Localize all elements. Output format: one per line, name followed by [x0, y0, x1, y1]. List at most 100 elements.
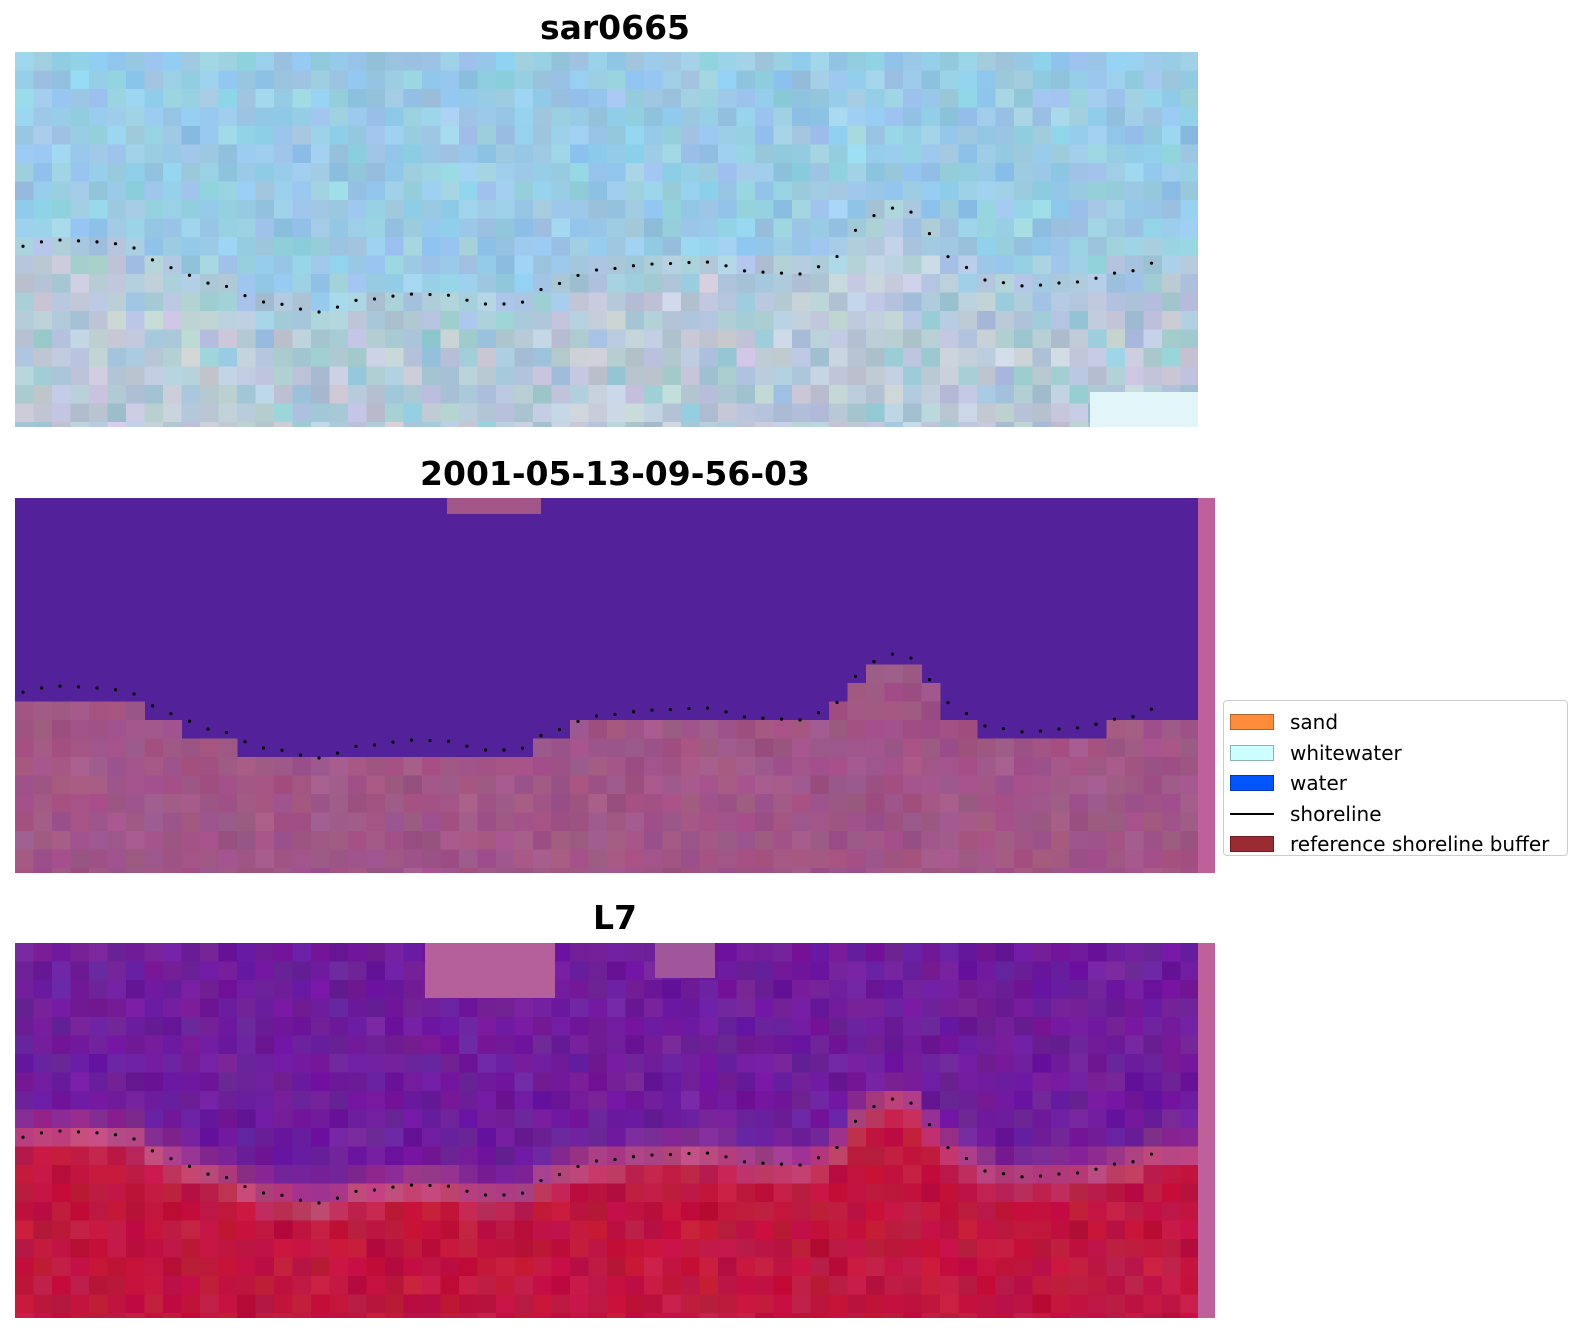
image-pixel — [625, 237, 645, 256]
image-pixel — [440, 1072, 460, 1092]
image-pixel — [237, 89, 256, 108]
land-pixel — [1088, 849, 1107, 869]
image-pixel — [903, 366, 922, 386]
image-pixel — [514, 998, 534, 1018]
land-pixel — [1088, 738, 1107, 758]
image-pixel — [1162, 980, 1181, 999]
image-pixel — [1014, 200, 1033, 219]
image-pixel — [163, 1276, 182, 1295]
image-pixel — [218, 943, 238, 962]
shoreline-point — [909, 210, 913, 214]
image-pixel — [866, 70, 885, 90]
image-pixel — [329, 348, 349, 367]
shoreline-point — [21, 1135, 25, 1139]
image-pixel — [200, 311, 219, 330]
image-pixel — [126, 1202, 145, 1221]
image-pixel — [440, 1294, 460, 1314]
image-pixel — [1032, 218, 1052, 238]
image-pixel — [607, 181, 626, 201]
image-pixel — [33, 943, 53, 962]
image-pixel — [921, 1202, 941, 1221]
land-pixel — [1051, 812, 1070, 832]
image-pixel — [1051, 943, 1070, 962]
image-pixel — [385, 348, 404, 367]
image-pixel — [570, 1239, 589, 1258]
image-pixel — [70, 1072, 90, 1092]
image-pixel — [1088, 1035, 1107, 1055]
image-pixel — [292, 181, 312, 201]
shoreline-point — [298, 1198, 303, 1202]
image-pixel — [625, 181, 645, 201]
image-pixel — [773, 1294, 793, 1314]
image-pixel — [607, 1054, 626, 1073]
image-pixel — [699, 348, 719, 367]
image-pixel — [810, 218, 830, 238]
land-pixel — [773, 849, 793, 869]
image-pixel — [829, 329, 848, 349]
image-pixel — [1143, 1146, 1163, 1166]
image-pixel — [1088, 998, 1107, 1018]
image-pixel — [977, 961, 996, 981]
image-pixel — [459, 200, 478, 219]
image-pixel — [218, 1165, 238, 1184]
image-pixel — [1014, 107, 1033, 127]
image-pixel — [52, 52, 71, 71]
image-pixel — [681, 163, 700, 182]
image-pixel — [1051, 1239, 1070, 1258]
image-pixel — [847, 163, 867, 182]
image-pixel — [274, 961, 293, 981]
image-pixel — [459, 1091, 478, 1110]
image-pixel — [773, 1109, 793, 1129]
image-pixel — [718, 255, 737, 275]
image-pixel — [70, 107, 90, 127]
image-pixel — [126, 422, 145, 427]
image-pixel — [625, 1109, 645, 1129]
image-pixel — [792, 998, 811, 1018]
image-pixel — [107, 403, 127, 423]
image-pixel — [514, 1165, 534, 1184]
image-pixel — [792, 292, 811, 312]
image-pixel — [718, 163, 737, 182]
land-pixel — [681, 720, 700, 739]
image-pixel — [866, 292, 885, 312]
shoreline-point — [465, 298, 469, 302]
shoreline-point — [354, 744, 358, 748]
image-pixel — [311, 1183, 330, 1203]
image-pixel — [329, 1091, 349, 1110]
image-pixel — [644, 1239, 663, 1258]
image-pixel — [329, 1146, 349, 1166]
land-pixel — [422, 757, 441, 776]
image-pixel — [1014, 1276, 1033, 1295]
image-pixel — [533, 274, 552, 293]
image-pixel — [459, 1220, 478, 1240]
image-pixel — [107, 274, 127, 293]
image-pixel — [144, 1128, 164, 1147]
image-pixel — [884, 385, 904, 404]
image-pixel — [588, 348, 608, 367]
image-pixel — [995, 1109, 1015, 1129]
land-pixel — [1069, 757, 1089, 776]
shoreline-point — [872, 214, 876, 218]
land-pixel — [662, 868, 682, 873]
land-pixel — [1125, 849, 1144, 869]
image-pixel — [773, 1257, 793, 1277]
image-pixel — [403, 1276, 423, 1295]
image-pixel — [921, 1239, 941, 1258]
image-pixel — [496, 144, 515, 164]
land-pixel — [718, 849, 737, 869]
shoreline-point — [1131, 269, 1135, 273]
image-pixel — [163, 1035, 182, 1055]
legend-label: sand — [1290, 710, 1339, 735]
image-pixel — [866, 144, 885, 164]
image-pixel — [15, 163, 34, 182]
image-pixel — [958, 961, 978, 981]
shoreline-point — [890, 652, 895, 656]
image-pixel — [348, 348, 367, 367]
image-pixel — [70, 1239, 90, 1258]
image-pixel — [1125, 200, 1144, 219]
image-pixel — [551, 52, 571, 71]
image-pixel — [681, 1276, 700, 1295]
image-pixel — [163, 1091, 182, 1110]
land-pixel — [847, 794, 867, 813]
image-pixel — [218, 403, 238, 423]
